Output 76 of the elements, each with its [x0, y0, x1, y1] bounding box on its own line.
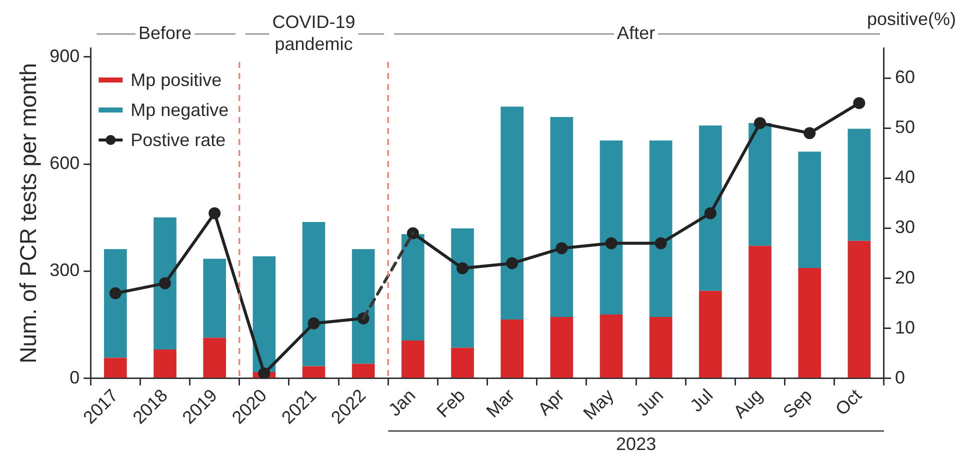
y2-tick-label: 40 — [894, 167, 916, 188]
bar — [649, 316, 672, 378]
bar — [748, 246, 772, 378]
bar — [154, 217, 176, 350]
bar — [600, 140, 623, 314]
y-tick-label: 0 — [70, 367, 80, 388]
bar — [500, 319, 524, 378]
bar — [798, 268, 822, 378]
point — [308, 317, 320, 330]
bar — [550, 316, 574, 378]
y2-tick-label: 60 — [894, 67, 916, 88]
x-tick-label: Feb — [432, 385, 469, 422]
bar — [252, 256, 276, 372]
bar — [402, 234, 424, 341]
y2-tick-label: 10 — [894, 317, 916, 338]
y-axis-title: Num. of PCR tests per month — [15, 63, 42, 364]
legend-label: Mp positive — [130, 70, 222, 90]
bar — [104, 249, 127, 358]
y2-tick-label: 50 — [894, 117, 916, 138]
point — [456, 262, 469, 274]
legend-label: Postive rate — [130, 130, 226, 150]
x-tick-label: Apr — [534, 385, 568, 420]
bar — [550, 116, 574, 317]
bar — [402, 340, 424, 378]
y2-axis-title: positive(%) — [866, 8, 956, 29]
point — [804, 127, 816, 140]
point — [406, 227, 419, 240]
bar — [352, 364, 375, 378]
x-tick-label: Jul — [686, 385, 717, 416]
y2-tick-label: 0 — [894, 367, 905, 388]
point — [506, 257, 518, 270]
point — [258, 367, 270, 378]
y-tick-label: 900 — [50, 46, 80, 66]
point — [159, 277, 172, 290]
point — [704, 207, 716, 220]
bar — [649, 140, 672, 317]
y2-tick-label: 20 — [894, 267, 916, 288]
bar — [352, 249, 375, 364]
bar — [302, 366, 326, 378]
point — [556, 242, 568, 254]
point — [853, 97, 866, 110]
x-tick-label: Aug — [730, 385, 766, 422]
x-tick-label: Oct — [832, 385, 866, 420]
bar — [699, 126, 722, 291]
text: Before — [138, 22, 192, 43]
bar — [203, 338, 226, 378]
y2-tick-label: 30 — [894, 217, 916, 238]
point — [754, 117, 766, 130]
legend-label: Mp negative — [130, 100, 229, 120]
x-tick-label: Jan — [384, 385, 420, 420]
point — [208, 207, 221, 220]
bar — [500, 106, 524, 320]
bar — [302, 222, 326, 366]
bar — [104, 358, 127, 378]
bar — [848, 128, 871, 241]
x-tick-label: Jun — [632, 385, 668, 420]
x-tick-label: Mar — [482, 385, 518, 422]
bar — [154, 349, 176, 378]
annotation: COVID-19 pandemic — [272, 12, 356, 54]
bar — [699, 290, 722, 378]
y-tick-label: 300 — [50, 260, 80, 280]
point — [109, 287, 122, 300]
text: 2023 — [616, 434, 656, 454]
bar — [748, 123, 772, 246]
x-tick-label: Sep — [779, 385, 816, 422]
text: After — [617, 22, 656, 43]
bar — [798, 152, 822, 268]
bar — [600, 314, 623, 378]
bar — [203, 258, 226, 338]
y-tick-label: 600 — [50, 153, 80, 174]
x-tick-label: May — [579, 385, 618, 424]
point — [654, 237, 667, 250]
bar — [451, 348, 474, 378]
bar — [451, 228, 474, 348]
bar — [848, 240, 871, 378]
point — [605, 237, 618, 250]
